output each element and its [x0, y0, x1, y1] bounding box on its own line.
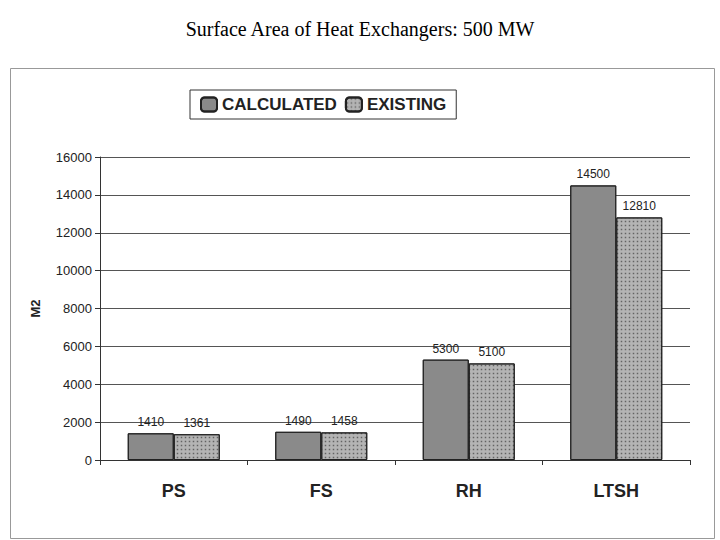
svg-text:M2: M2	[28, 299, 43, 317]
svg-text:PS: PS	[162, 481, 186, 501]
svg-text:LTSH: LTSH	[593, 481, 639, 501]
svg-text:RH: RH	[456, 481, 482, 501]
svg-text:5300: 5300	[432, 342, 459, 356]
svg-text:CALCULATED: CALCULATED	[222, 95, 337, 114]
svg-text:10000: 10000	[56, 263, 92, 278]
svg-text:12000: 12000	[56, 225, 92, 240]
svg-text:EXISTING: EXISTING	[367, 95, 446, 114]
svg-text:14000: 14000	[56, 187, 92, 202]
svg-text:2000: 2000	[63, 415, 92, 430]
svg-text:8000: 8000	[63, 301, 92, 316]
svg-text:1410: 1410	[137, 415, 164, 429]
svg-text:0: 0	[85, 453, 92, 468]
svg-text:4000: 4000	[63, 377, 92, 392]
svg-text:12810: 12810	[623, 199, 657, 213]
svg-text:6000: 6000	[63, 339, 92, 354]
svg-text:14500: 14500	[577, 167, 611, 181]
svg-text:16000: 16000	[56, 150, 92, 165]
svg-text:FS: FS	[310, 481, 333, 501]
svg-text:5100: 5100	[478, 345, 505, 359]
svg-text:1458: 1458	[331, 414, 358, 428]
svg-text:Surface Area of Heat Exchanger: Surface Area of Heat Exchangers: 500 MW	[186, 18, 535, 41]
svg-text:1490: 1490	[285, 414, 312, 428]
svg-text:1361: 1361	[183, 416, 210, 430]
